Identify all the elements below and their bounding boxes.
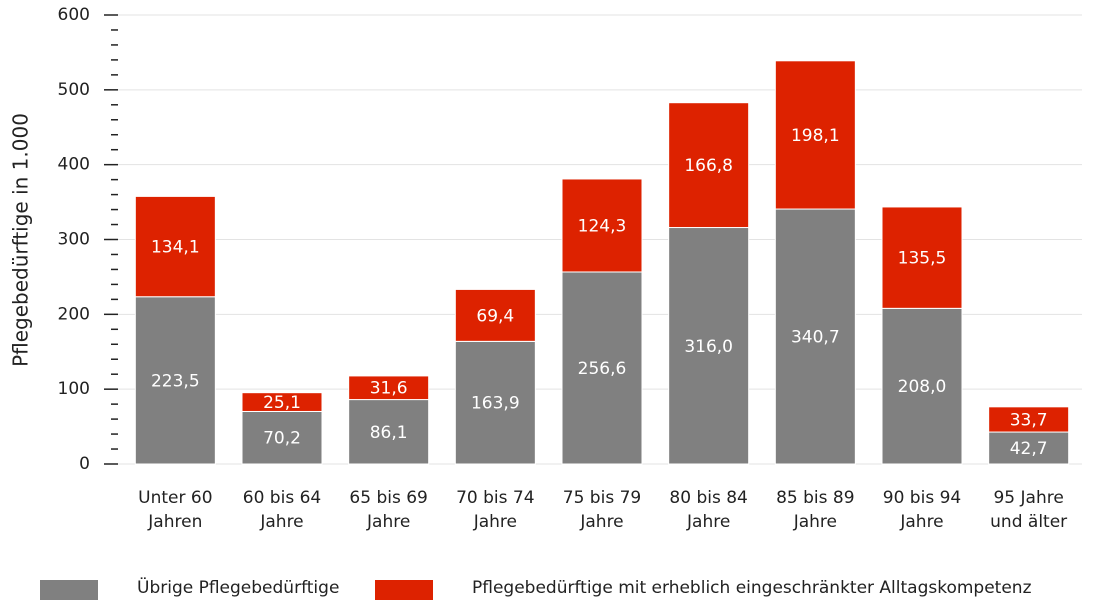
value-label: 223,5 [151, 371, 200, 391]
x-tick-label: 95 Jahre und älter [990, 488, 1068, 532]
y-tick-label: 100 [58, 379, 90, 399]
y-tick-label: 0 [79, 454, 90, 474]
value-label: 208,0 [898, 377, 947, 397]
x-tick-label: 60 bis 64 Jahre [242, 488, 322, 532]
bar-segment [988, 406, 1070, 433]
bar-segment [881, 206, 963, 309]
bar-segment [881, 307, 963, 465]
bar-segment [668, 102, 750, 229]
y-tick-label: 200 [58, 304, 90, 324]
value-label: 134,1 [151, 238, 200, 258]
bar-segment [454, 288, 536, 342]
x-tick-label: 65 bis 69 Jahre [349, 488, 428, 532]
value-label: 166,8 [684, 156, 733, 176]
value-label: 70,2 [263, 429, 301, 449]
legend-label: Übrige Pflegebedürftige [137, 578, 340, 598]
value-label: 316,0 [684, 337, 733, 357]
value-label: 198,1 [791, 126, 840, 146]
legend-swatch [40, 580, 98, 600]
value-label: 135,5 [898, 249, 947, 269]
x-tick-label: 70 bis 74 Jahre [456, 488, 535, 532]
bar-segment [774, 208, 856, 465]
value-label: 340,7 [791, 328, 840, 348]
x-tick-label: 90 bis 94 Jahre [882, 488, 962, 532]
x-tick-label: 80 bis 84 Jahre [669, 488, 748, 532]
value-label: 33,7 [1010, 410, 1048, 430]
value-label: 163,9 [471, 394, 520, 414]
bar-segment [561, 178, 643, 273]
bar-segment [774, 60, 856, 210]
y-tick-label: 600 [58, 5, 90, 25]
bar-segment [348, 399, 430, 465]
value-label: 25,1 [263, 393, 301, 413]
value-label: 124,3 [578, 216, 627, 236]
value-label: 256,6 [578, 359, 627, 379]
y-tick-label: 500 [58, 80, 90, 100]
y-tick-label: 400 [58, 155, 90, 175]
x-tick-label: Unter 60 Jahren [138, 488, 213, 532]
y-tick-label: 300 [58, 230, 90, 250]
bar-segment [134, 195, 216, 298]
bar-segment [561, 271, 643, 465]
x-tick-label: 85 bis 89 Jahre [776, 488, 855, 532]
value-label: 86,1 [370, 423, 408, 443]
value-label: 42,7 [1010, 439, 1048, 459]
bar-segment [668, 227, 750, 465]
value-label: 69,4 [476, 306, 514, 326]
bar-segment [241, 392, 323, 412]
y-axis-label: Pflegebedürftige in 1.000 [9, 113, 33, 367]
value-label: 31,6 [370, 379, 408, 399]
bar-segment [454, 340, 536, 465]
legend-label: Pflegebedürftige mit erheblich eingeschr… [472, 578, 1032, 598]
x-tick-label: 75 bis 79 Jahre [562, 488, 642, 532]
bar-segment [348, 375, 430, 401]
bar-segment [241, 410, 323, 465]
bar-segment [134, 296, 216, 465]
legend-swatch [375, 580, 433, 600]
